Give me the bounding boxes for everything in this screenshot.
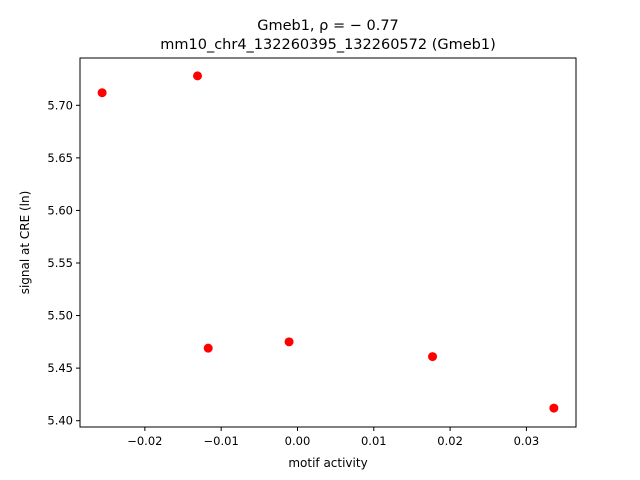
y-tick-label: 5.45 bbox=[47, 361, 73, 375]
chart-title-line1: Gmeb1, ρ = − 0.77 bbox=[257, 18, 399, 34]
data-point bbox=[97, 88, 107, 98]
y-tick-label: 5.40 bbox=[47, 414, 73, 428]
chart-title-line2: mm10_chr4_132260395_132260572 (Gmeb1) bbox=[160, 37, 496, 53]
x-tick-label: −0.02 bbox=[127, 434, 162, 448]
y-axis-label: signal at CRE (ln) bbox=[18, 191, 32, 295]
x-axis-label: motif activity bbox=[288, 456, 367, 470]
x-tick-label: 0.01 bbox=[361, 434, 387, 448]
data-points bbox=[97, 71, 559, 413]
y-axis-ticks: 5.40 5.45 5.50 5.55 5.60 5.65 5.70 bbox=[47, 98, 80, 428]
x-tick-label: −0.01 bbox=[204, 434, 239, 448]
y-tick-label: 5.60 bbox=[47, 203, 73, 217]
y-tick-label: 5.55 bbox=[47, 256, 73, 270]
x-tick-label: 0.00 bbox=[285, 434, 311, 448]
y-tick-label: 5.70 bbox=[47, 98, 73, 112]
data-point bbox=[428, 352, 438, 362]
y-tick-label: 5.50 bbox=[47, 309, 73, 323]
y-tick-label: 5.65 bbox=[47, 151, 73, 165]
data-point bbox=[203, 343, 213, 353]
x-axis-ticks: −0.02 −0.01 0.00 0.01 0.02 0.03 bbox=[127, 427, 539, 448]
data-point bbox=[549, 403, 559, 413]
plot-area-frame bbox=[79, 57, 577, 428]
data-point bbox=[284, 337, 294, 347]
x-tick-label: 0.02 bbox=[437, 434, 463, 448]
x-tick-label: 0.03 bbox=[514, 434, 540, 448]
data-point bbox=[193, 71, 203, 81]
